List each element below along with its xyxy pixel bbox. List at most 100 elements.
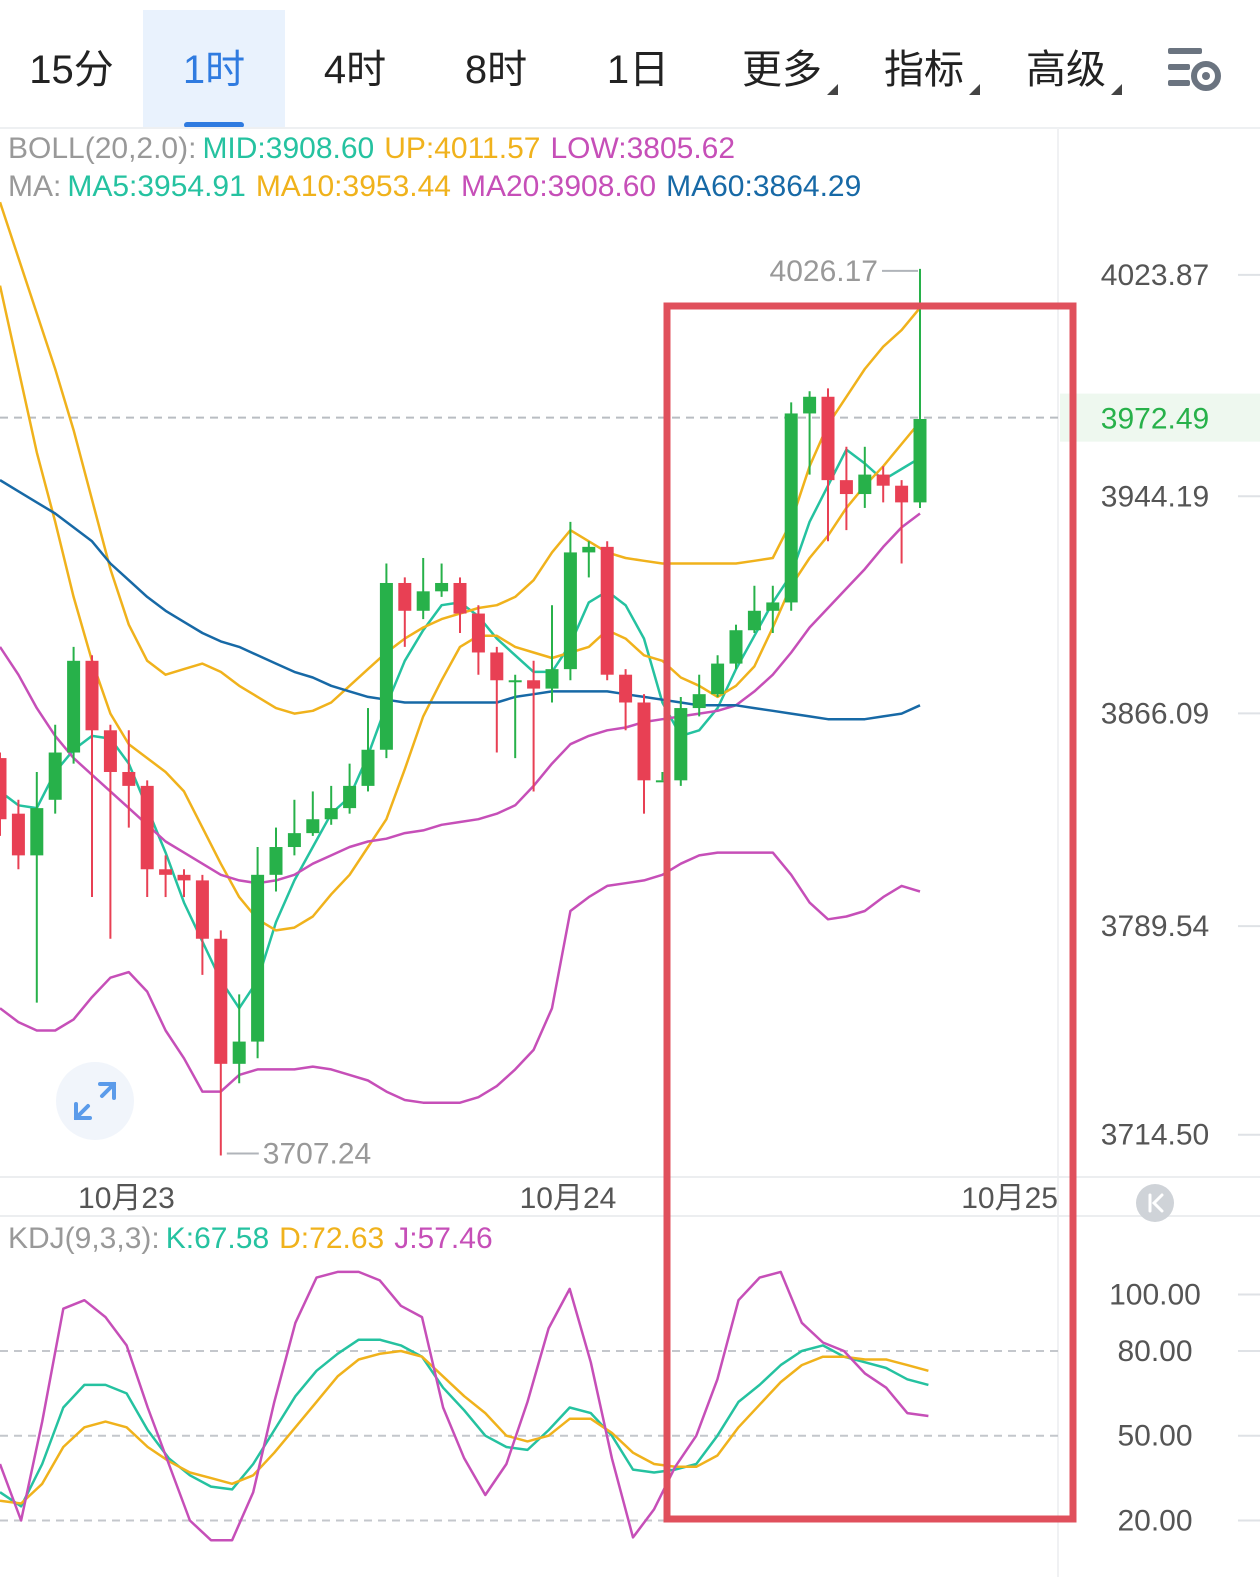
candle-body bbox=[692, 694, 706, 709]
tab-1d[interactable]: 1日 bbox=[567, 10, 709, 128]
candle-body bbox=[471, 613, 485, 653]
candle bbox=[490, 646, 504, 753]
candle-body bbox=[435, 582, 449, 592]
candle bbox=[214, 930, 228, 1156]
candle-body bbox=[545, 669, 559, 689]
candle-body bbox=[159, 869, 173, 875]
kdj-line-d bbox=[0, 1349, 929, 1505]
candle bbox=[122, 730, 136, 828]
candle-body bbox=[214, 938, 228, 1064]
candle-body bbox=[619, 674, 633, 703]
candle-body bbox=[122, 771, 136, 786]
candle bbox=[398, 577, 412, 647]
boll-prefix: BOLL(20,2.0): bbox=[8, 132, 197, 165]
candle-body bbox=[453, 582, 467, 614]
candle bbox=[232, 994, 246, 1084]
expand-button[interactable] bbox=[56, 1062, 134, 1140]
kdj-tick-label: 80.00 bbox=[1117, 1335, 1192, 1368]
candle bbox=[48, 724, 62, 814]
candle-body bbox=[600, 546, 614, 675]
candle bbox=[784, 402, 798, 611]
candle bbox=[637, 694, 651, 814]
candle bbox=[711, 655, 725, 697]
kdj-line-j bbox=[0, 1270, 929, 1542]
candle-body bbox=[11, 813, 25, 856]
candle bbox=[416, 557, 430, 620]
price-tick-label: 3944.19 bbox=[1101, 480, 1209, 513]
candle-body bbox=[287, 833, 301, 848]
candle bbox=[343, 763, 357, 814]
candle-body bbox=[251, 874, 265, 1042]
candle-body bbox=[30, 808, 44, 856]
tab-8h[interactable]: 8时 bbox=[425, 10, 567, 128]
ma-prefix: MA: bbox=[8, 170, 62, 203]
kdj-d: D:72.63 bbox=[279, 1222, 385, 1255]
candle bbox=[177, 869, 191, 898]
expand-arrows-icon bbox=[74, 1082, 116, 1120]
tab-label: 8时 bbox=[464, 48, 528, 92]
candle-body bbox=[637, 702, 651, 781]
candles bbox=[0, 268, 927, 1156]
boll-low: LOW:3805.62 bbox=[550, 132, 736, 165]
candle bbox=[361, 708, 375, 792]
candle bbox=[85, 655, 99, 898]
candle bbox=[251, 847, 265, 1059]
chart-settings-icon[interactable] bbox=[1166, 44, 1224, 96]
candle bbox=[692, 674, 706, 717]
tab-1h[interactable]: 1时 bbox=[143, 10, 285, 128]
candle bbox=[30, 771, 44, 1003]
candle-body bbox=[655, 780, 669, 783]
candle bbox=[839, 446, 853, 531]
boll-mid: MID:3908.60 bbox=[202, 132, 375, 165]
candle-body bbox=[839, 480, 853, 495]
low-marker-label: 3707.24 bbox=[263, 1138, 371, 1171]
current-price-label: 3972.49 bbox=[1101, 403, 1209, 436]
candle-body bbox=[747, 610, 761, 631]
tab-15m[interactable]: 15分 bbox=[0, 10, 143, 128]
tab-label: 4时 bbox=[323, 48, 387, 92]
candle bbox=[563, 521, 577, 681]
tab-indicators[interactable]: 指标 bbox=[882, 10, 980, 128]
candle-body bbox=[361, 749, 375, 786]
candle bbox=[600, 541, 614, 681]
tab-4h[interactable]: 4时 bbox=[285, 10, 425, 128]
candle-body bbox=[711, 663, 725, 695]
candle-body bbox=[195, 880, 209, 939]
candle-body bbox=[858, 474, 872, 495]
candle-body bbox=[398, 582, 412, 611]
tab-more[interactable]: 更多 bbox=[740, 10, 838, 128]
series-line-ma60 bbox=[0, 479, 921, 721]
kdj-prefix: KDJ(9,3,3): bbox=[8, 1222, 160, 1255]
x-axis-date-label: 10月23 bbox=[78, 1182, 175, 1215]
tab-label: 1时 bbox=[182, 48, 246, 92]
current-price-badge bbox=[1060, 393, 1260, 442]
candle-body bbox=[0, 758, 7, 820]
candle-body bbox=[140, 785, 154, 870]
candle-body bbox=[582, 546, 596, 553]
caret-down-icon bbox=[969, 84, 980, 95]
boll-legend: BOLL(20,2.0): MID:3908.60 UP:4011.57 LOW:38… bbox=[8, 132, 745, 166]
candle bbox=[306, 791, 320, 836]
kdj-tick-label: 20.00 bbox=[1117, 1504, 1192, 1537]
tab-label: 15分 bbox=[29, 48, 114, 92]
scroll-to-latest-icon bbox=[1148, 1193, 1164, 1213]
x-axis-date-label: 10月24 bbox=[520, 1182, 617, 1215]
price-tick-label: 4023.87 bbox=[1101, 259, 1209, 292]
tab-advanced[interactable]: 高级 bbox=[1024, 10, 1122, 128]
candle bbox=[508, 674, 522, 759]
candle bbox=[821, 388, 835, 542]
high-marker-label: 4026.17 bbox=[770, 255, 878, 288]
candle bbox=[545, 605, 559, 703]
candle bbox=[103, 724, 117, 939]
candle bbox=[287, 799, 301, 856]
scroll-to-latest-button[interactable] bbox=[1136, 1184, 1174, 1222]
candle-body bbox=[103, 730, 117, 772]
candle-body bbox=[416, 591, 430, 611]
candle bbox=[527, 660, 541, 792]
highlight-box bbox=[663, 302, 1077, 1523]
candle-body bbox=[913, 419, 927, 503]
candle-body bbox=[67, 660, 81, 753]
candle bbox=[747, 585, 761, 634]
series-line-ma10 bbox=[0, 285, 921, 932]
